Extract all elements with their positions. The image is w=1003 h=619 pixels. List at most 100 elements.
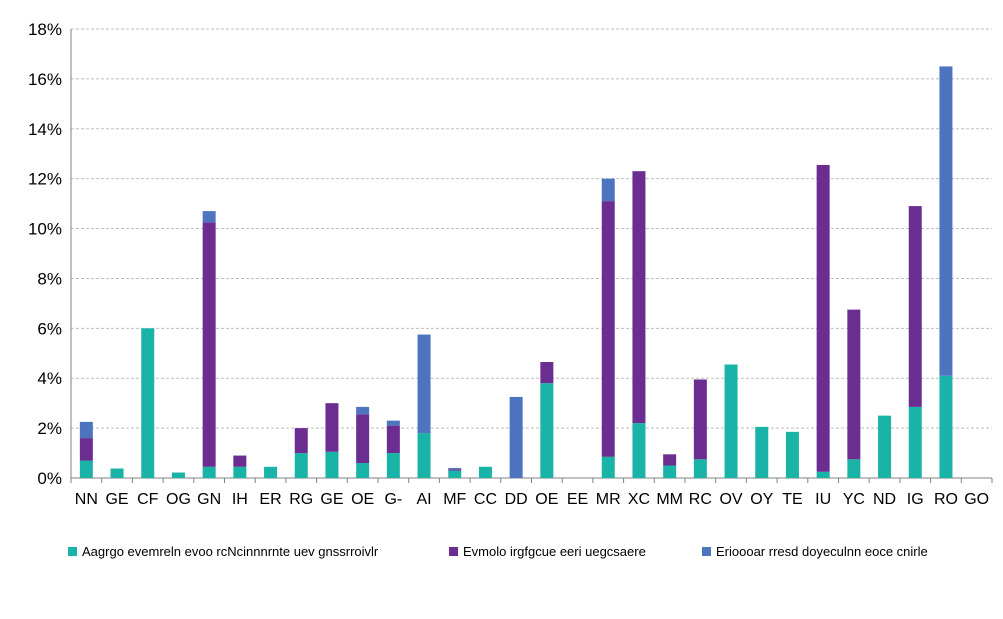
bar-segment <box>448 468 462 470</box>
x-tick-label: MM <box>656 491 683 508</box>
y-tick-label: 18% <box>28 20 62 39</box>
y-tick-label: 6% <box>37 319 62 338</box>
bar-segment <box>509 396 523 478</box>
bar-segment <box>325 403 339 452</box>
x-tick-label: XC <box>628 491 650 508</box>
x-tick-label: GO <box>964 491 989 508</box>
bar-segment <box>110 468 124 478</box>
y-tick-label: 8% <box>37 269 62 288</box>
bar-segment <box>693 379 707 460</box>
legend-item: Aagrgo evemreln evoo rcNcinnnrnte uev gn… <box>68 541 378 561</box>
bar-segment <box>601 178 615 202</box>
bar-segment <box>264 466 278 478</box>
bar-segment <box>325 451 339 478</box>
x-tick-label: AI <box>416 491 431 508</box>
y-tick-label: 12% <box>28 170 62 189</box>
bar-segment <box>601 201 615 457</box>
legend-swatch <box>702 546 711 556</box>
bar-segment <box>294 428 308 454</box>
bar-segment <box>79 460 93 478</box>
y-tick-label: 14% <box>28 120 62 139</box>
bar-segment <box>540 383 554 478</box>
legend-label: Aagrgo evemreln evoo rcNcinnnrnte uev gn… <box>82 543 379 559</box>
x-tick-label: G- <box>384 491 402 508</box>
x-tick-label: DD <box>505 491 528 508</box>
x-tick-label: RO <box>934 491 958 508</box>
bar-segment <box>294 453 308 478</box>
bar-segment <box>724 364 738 478</box>
x-tick-label: GE <box>105 491 128 508</box>
bar-segment <box>601 456 615 478</box>
x-tick-label: IH <box>232 491 248 508</box>
x-tick-label: MF <box>443 491 466 508</box>
bar-segment <box>939 375 953 478</box>
legend-label: Evmolo irgfgcue eeri uegcsaere <box>463 543 646 559</box>
bar-segment <box>632 423 646 478</box>
legend-item: Evmolo irgfgcue eeri uegcsaere <box>449 541 646 561</box>
x-tick-label: ER <box>259 491 281 508</box>
y-tick-label: 0% <box>37 469 62 488</box>
y-tick-label: 10% <box>28 220 62 239</box>
x-tick-label: MR <box>596 491 621 508</box>
legend-swatch <box>449 546 458 556</box>
x-tick-label: YC <box>843 491 865 508</box>
bar-segment <box>202 466 216 478</box>
bar-segment <box>233 466 247 478</box>
bar-segment <box>755 426 769 478</box>
bar-segment <box>663 454 677 466</box>
bar-segment <box>816 164 830 472</box>
legend-item: Erioooar rresd doyeculnn eoce cnirle <box>702 541 928 561</box>
bar-segment <box>79 421 93 439</box>
bar-segment <box>79 438 93 461</box>
x-tick-label: CC <box>474 491 497 508</box>
x-tick-label: IG <box>907 491 924 508</box>
bar-segment <box>386 420 400 426</box>
x-tick-label: GE <box>320 491 343 508</box>
bar-segment <box>785 431 799 478</box>
y-tick-label: 4% <box>37 369 62 388</box>
bar-segment <box>233 455 247 467</box>
x-tick-label: OY <box>750 491 773 508</box>
x-tick-label: EE <box>567 491 588 508</box>
bar-segment <box>356 463 370 478</box>
legend-swatch <box>68 546 77 556</box>
bar-segment <box>847 309 861 460</box>
bar-segment <box>632 171 646 424</box>
x-tick-label: RG <box>289 491 313 508</box>
bar-segment <box>448 469 462 471</box>
bar-segment <box>356 406 370 415</box>
x-tick-label: NN <box>75 491 98 508</box>
x-tick-label: OG <box>166 491 191 508</box>
bar-segment <box>356 414 370 464</box>
bar-segment <box>386 425 400 454</box>
bar-segment <box>663 465 677 478</box>
x-tick-label: TE <box>782 491 802 508</box>
y-tick-label: 2% <box>37 419 62 438</box>
x-tick-label: OE <box>351 491 374 508</box>
y-tick-label: 16% <box>28 70 62 89</box>
bar-segment <box>386 453 400 478</box>
bar-segment <box>540 362 554 384</box>
bar-segment <box>908 206 922 407</box>
bar-segment <box>816 471 830 478</box>
bar-segment <box>202 211 216 223</box>
x-tick-label: CF <box>137 491 159 508</box>
bar-segment <box>448 470 462 478</box>
bar-segment <box>141 328 155 478</box>
legend: Aagrgo evemreln evoo rcNcinnnrnte uev gn… <box>68 541 998 563</box>
x-tick-label: OE <box>535 491 558 508</box>
x-tick-label: OV <box>719 491 742 508</box>
bar-segment <box>478 466 492 478</box>
x-tick-label: ND <box>873 491 896 508</box>
bar-segment <box>878 415 892 478</box>
bar-segment <box>202 222 216 467</box>
bar-segment <box>171 472 185 478</box>
bar-segment <box>693 459 707 478</box>
legend-label: Erioooar rresd doyeculnn eoce cnirle <box>716 543 928 559</box>
bar-segment <box>847 459 861 478</box>
bar-segment <box>417 334 431 434</box>
bar-segment <box>417 433 431 478</box>
x-tick-label: RC <box>689 491 712 508</box>
bar-segment <box>939 66 953 376</box>
